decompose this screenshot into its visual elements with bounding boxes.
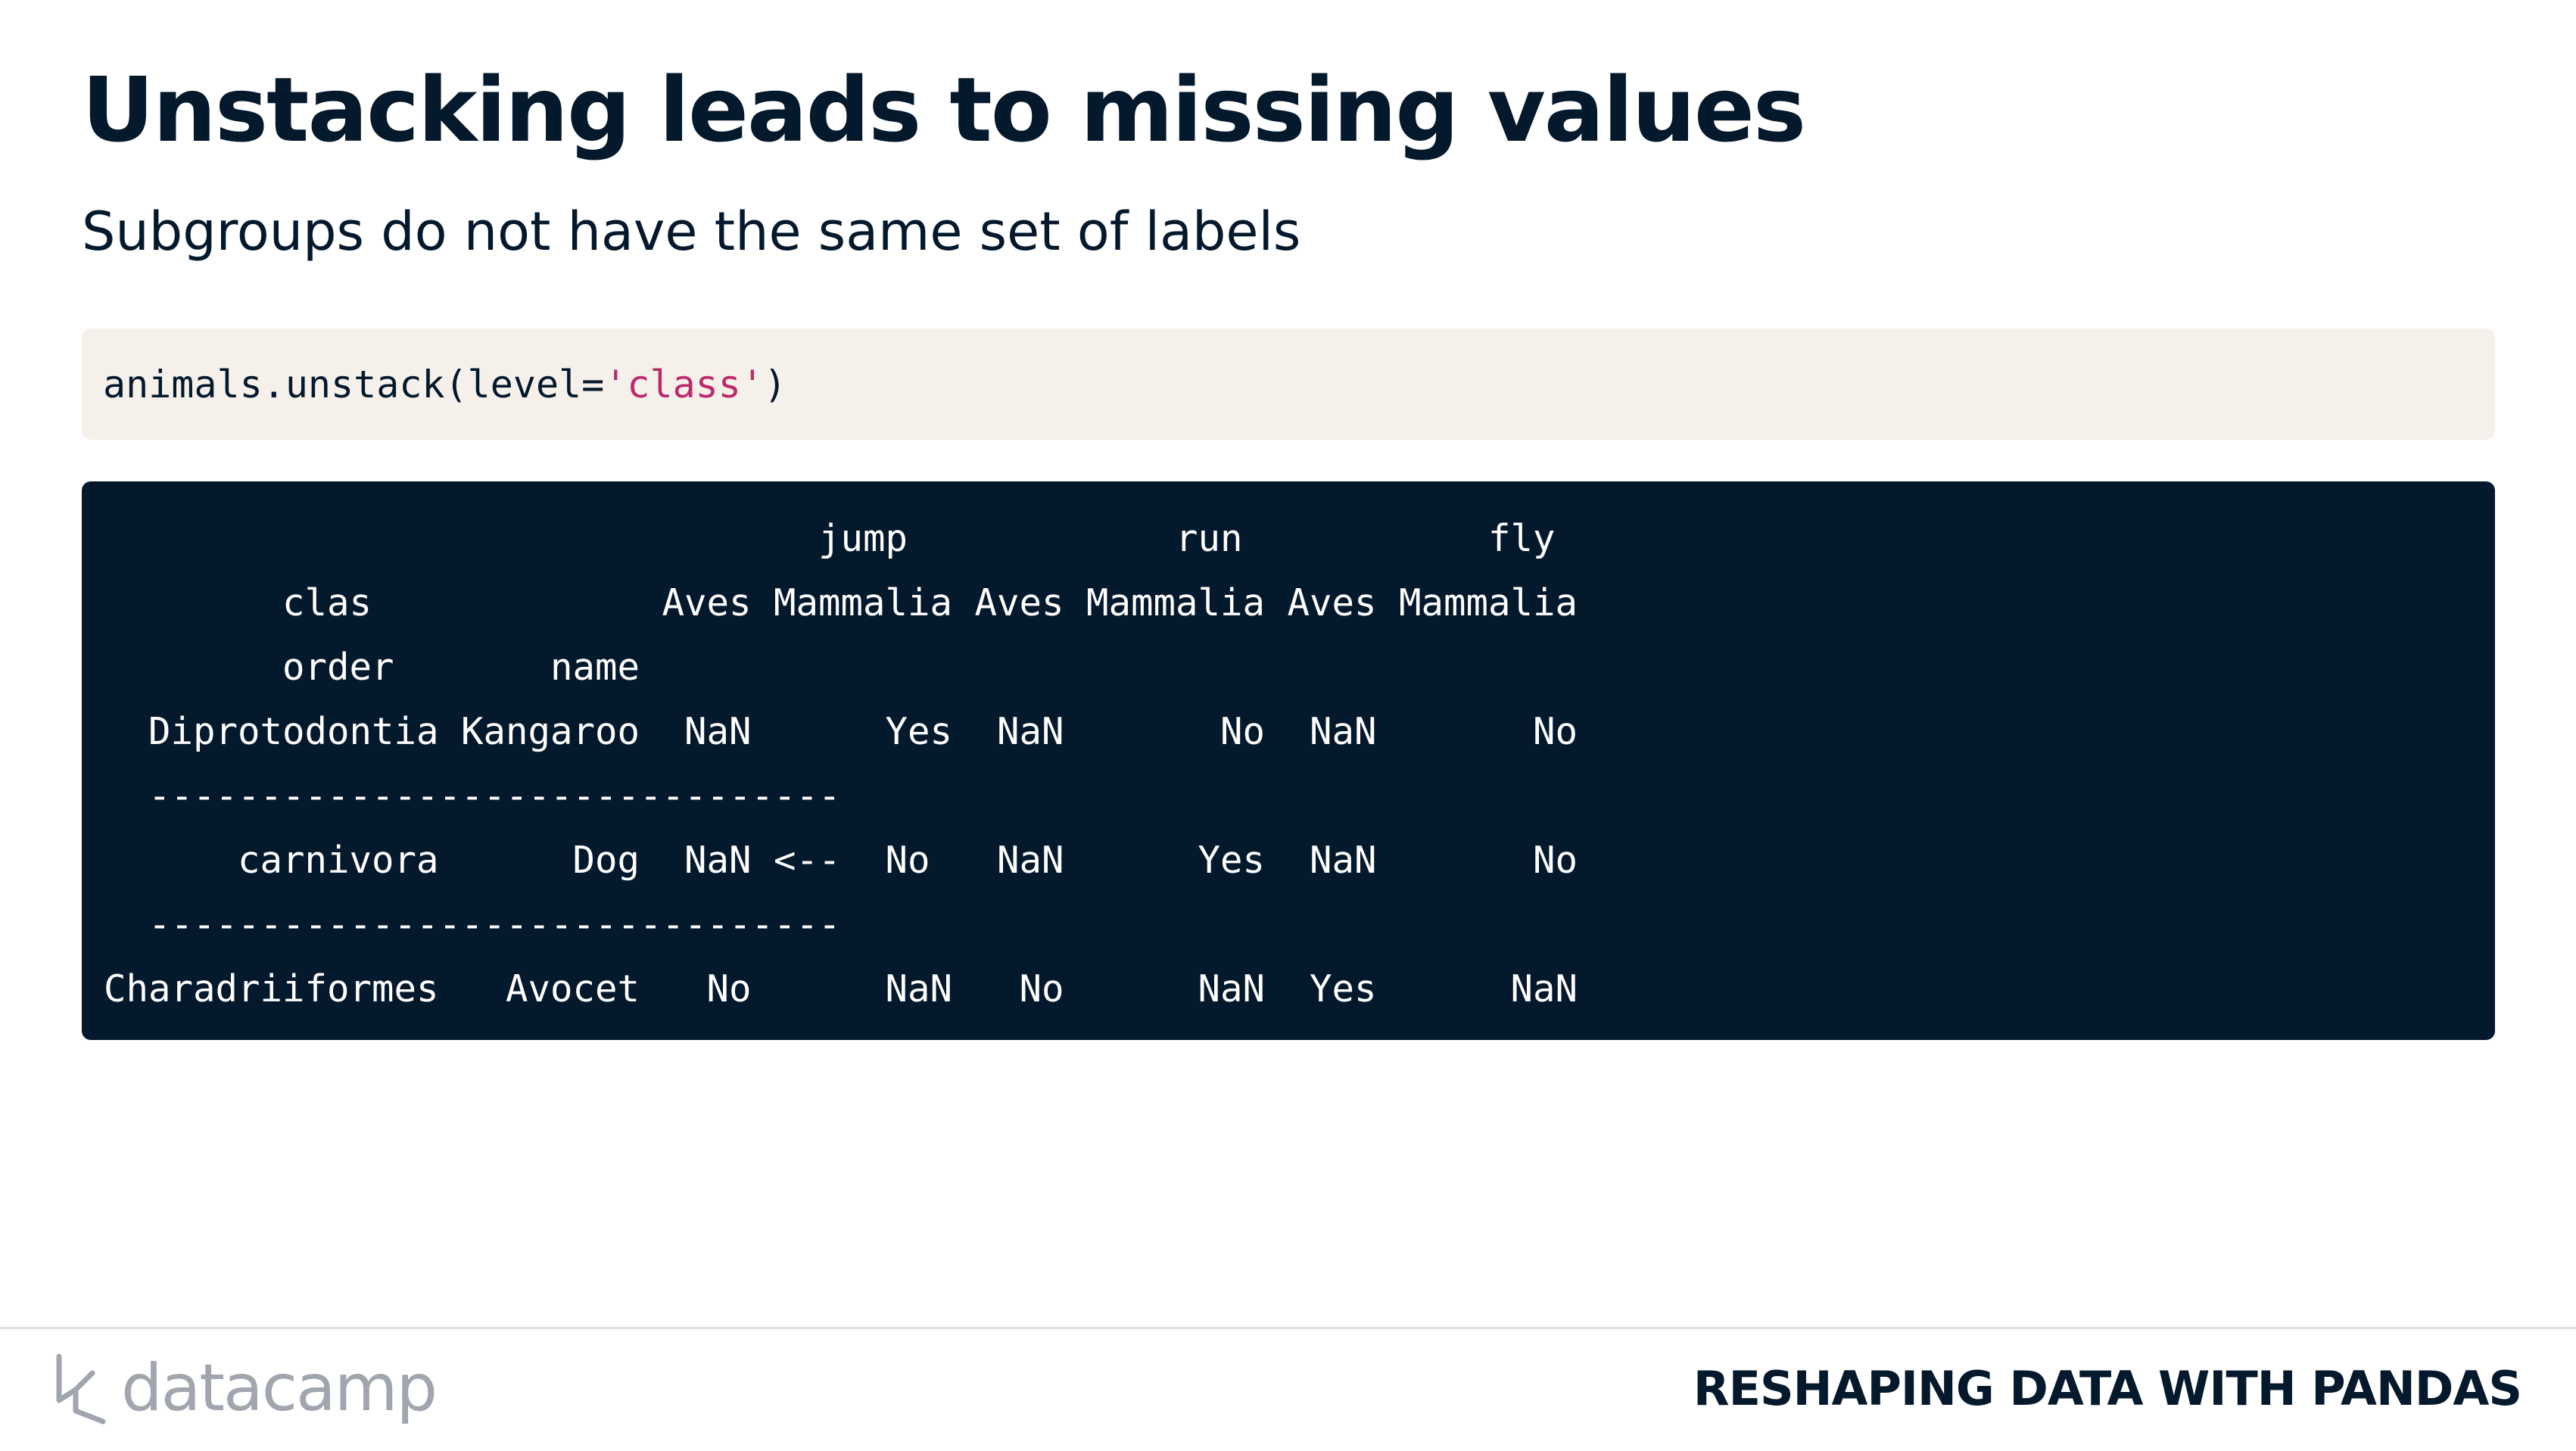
output-line: clas Aves Mammalia Aves Mammalia Aves Ma… [104, 581, 1578, 624]
code-prefix: animals.unstack(level= [103, 363, 605, 406]
code-string-literal: 'class' [604, 363, 764, 406]
code-line: animals.unstack(level='class') [103, 356, 787, 413]
output-line: ------------------------------- [104, 774, 841, 817]
datacamp-logo: datacamp [53, 1350, 438, 1426]
output-text: jump run fly clas Aves Mammalia Aves Mam… [104, 506, 1578, 1021]
output-line: ------------------------------- [104, 903, 841, 946]
course-title: RESHAPING DATA WITH PANDAS [1693, 1361, 2522, 1416]
output-line: Diprotodontia Kangaroo NaN Yes NaN No Na… [104, 710, 1578, 753]
output-line: order name [104, 646, 640, 689]
code-suffix: ) [763, 363, 787, 406]
slide-subtitle: Subgroups do not have the same set of la… [82, 201, 1301, 263]
output-block: jump run fly clas Aves Mammalia Aves Mam… [82, 481, 2495, 1040]
output-line: jump run fly [104, 517, 1556, 560]
code-block: animals.unstack(level='class') [82, 328, 2495, 440]
footer-divider [0, 1327, 2576, 1329]
slide-title: Unstacking leads to missing values [82, 58, 1806, 162]
output-line: Charadriiformes Avocet No NaN No NaN Yes… [104, 967, 1578, 1010]
datacamp-logo-icon [56, 1353, 106, 1425]
output-line: carnivora Dog NaN <-- No NaN Yes NaN No [104, 839, 1578, 882]
logo-wordmark: datacamp [121, 1350, 438, 1426]
